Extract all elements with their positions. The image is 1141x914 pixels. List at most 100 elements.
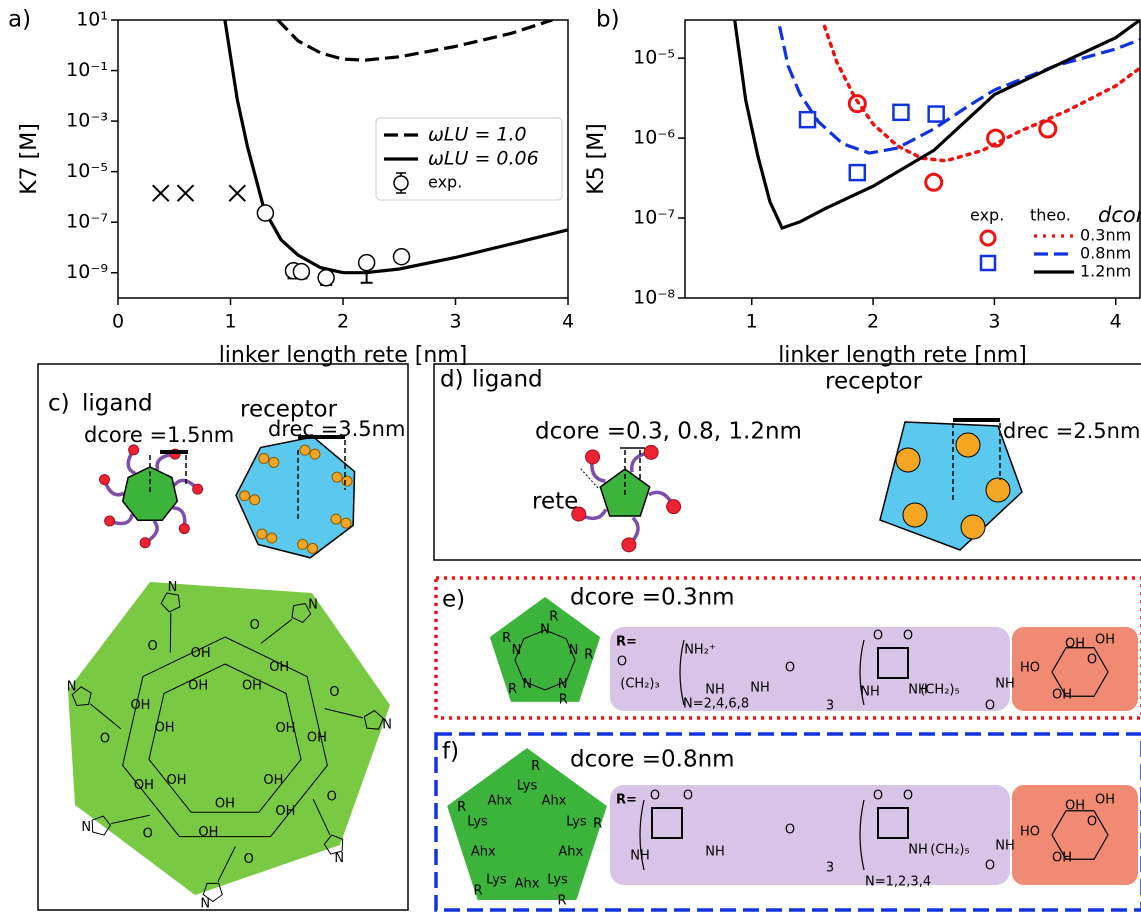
ligand-dot bbox=[193, 484, 203, 494]
atom-label: N bbox=[558, 677, 568, 692]
atom-label: O bbox=[617, 655, 627, 670]
atom-label: N bbox=[334, 851, 344, 866]
atom-label: O bbox=[1087, 815, 1097, 830]
atom-label: Ahx bbox=[488, 793, 513, 808]
atom-label: OH bbox=[198, 825, 218, 840]
legend-label: 1.2nm bbox=[1080, 262, 1131, 281]
n-label: N=1,2,3,4 bbox=[865, 875, 931, 890]
atom-label: OH bbox=[307, 731, 327, 746]
line bbox=[735, 20, 1140, 228]
marker bbox=[257, 205, 273, 221]
marker bbox=[229, 185, 245, 201]
receptor-site bbox=[298, 539, 308, 549]
atom-label: Lys bbox=[486, 873, 507, 888]
n-label: N=2,4,6,8 bbox=[683, 697, 749, 712]
ligand-dot bbox=[644, 445, 658, 459]
atom-label: Lys bbox=[517, 779, 538, 794]
atom-label: O bbox=[873, 789, 883, 804]
legend-label: 0.8nm bbox=[1080, 244, 1131, 263]
atom-label: NH bbox=[750, 681, 770, 696]
ligand-dot bbox=[179, 524, 189, 534]
receptor-site bbox=[240, 491, 250, 501]
atom-label: Lys bbox=[467, 814, 488, 829]
dcore-label: dcore =0.8nm bbox=[570, 747, 735, 773]
atom-label: N bbox=[67, 679, 77, 694]
legend-label: 0.3nm bbox=[1080, 226, 1131, 245]
atom-label: N bbox=[308, 597, 318, 612]
marker bbox=[929, 107, 944, 122]
r-label: R= bbox=[616, 635, 637, 650]
y-axis-label: K7 [M] bbox=[17, 123, 42, 195]
line bbox=[825, 26, 1141, 161]
y-tick-label: 10⁻⁷ bbox=[633, 207, 675, 229]
receptor-site bbox=[267, 533, 277, 543]
ligand-dot bbox=[572, 507, 586, 521]
atom-label: NH bbox=[705, 683, 725, 698]
receptor-site bbox=[331, 514, 341, 524]
atom-label: HO bbox=[1020, 661, 1040, 676]
x-tick-label: 4 bbox=[1110, 311, 1122, 333]
atom-label: Ahx bbox=[471, 845, 496, 860]
marker bbox=[153, 185, 169, 201]
x-tick-label: 1 bbox=[224, 311, 236, 333]
atom-label: OH bbox=[191, 646, 211, 661]
atom-label: 3 bbox=[826, 699, 834, 714]
receptor-site bbox=[896, 448, 920, 472]
panel-frame bbox=[434, 364, 1141, 560]
atom-label: O bbox=[903, 629, 913, 644]
atom-label: OH bbox=[275, 804, 295, 819]
atom-label: NH bbox=[630, 849, 650, 864]
atom-label: OH bbox=[134, 778, 154, 793]
legend-label: ωLU = 0.06 bbox=[428, 148, 539, 170]
legend-swatch bbox=[394, 176, 408, 190]
panel-label: c) bbox=[48, 391, 70, 417]
atom-label: OH bbox=[269, 660, 289, 675]
atom-label: (CH₂)₃ bbox=[620, 677, 659, 692]
atom-label: O bbox=[1087, 653, 1097, 668]
panel-label: f) bbox=[442, 739, 459, 765]
atom-label: OH bbox=[1052, 688, 1072, 703]
atom-label: Ahx bbox=[515, 877, 540, 892]
receptor-site bbox=[342, 476, 352, 486]
dcore-label: dcore =0.3, 0.8, 1.2nm bbox=[535, 419, 802, 445]
y-tick-label: 10⁻¹ bbox=[66, 59, 108, 81]
panel-label: a) bbox=[8, 7, 31, 33]
atom-label: R bbox=[457, 800, 466, 815]
y-tick-label: 10⁻⁵ bbox=[633, 47, 675, 69]
panel-label: b) bbox=[596, 7, 620, 33]
drec-label: drec =2.5nm bbox=[1003, 419, 1140, 443]
figure: c) ligand receptor dcore =1.5nm drec =3.… bbox=[0, 0, 1141, 914]
marker bbox=[1040, 121, 1056, 137]
rete-label: rete bbox=[532, 489, 578, 515]
receptor-site bbox=[986, 478, 1010, 502]
x-tick-label: 0 bbox=[112, 311, 124, 333]
x-tick-label: 3 bbox=[449, 311, 461, 333]
atom-label: R bbox=[531, 759, 540, 774]
spacer-region bbox=[610, 785, 1010, 885]
ligand-dot bbox=[129, 445, 139, 455]
marker bbox=[318, 270, 334, 286]
atom-label: OH bbox=[275, 721, 295, 736]
atom-label: R bbox=[584, 647, 593, 662]
atom-label: O bbox=[143, 826, 153, 841]
atom-label: OH bbox=[215, 796, 235, 811]
receptor-site bbox=[961, 515, 985, 539]
atom-label: N bbox=[81, 820, 91, 835]
atom-label: O bbox=[147, 639, 157, 654]
atom-label: R bbox=[502, 631, 511, 646]
dcore-label: dcore =1.5nm bbox=[84, 423, 234, 447]
cyclodextrin-backdrop bbox=[68, 582, 390, 895]
atom-label: N bbox=[569, 643, 579, 658]
atom-label: OH bbox=[242, 679, 262, 694]
y-tick-label: 10⁻⁹ bbox=[66, 261, 108, 283]
atom-label: N bbox=[382, 718, 392, 733]
ligand-dot bbox=[586, 450, 600, 464]
ligand-dot bbox=[105, 516, 115, 526]
atom-label: Lys bbox=[547, 873, 568, 888]
legend-header: exp. bbox=[970, 206, 1004, 225]
receptor-site bbox=[956, 433, 980, 457]
atom-label: OH bbox=[1065, 637, 1085, 652]
x-tick-label: 2 bbox=[867, 311, 879, 333]
y-tick-label: 10⁻⁶ bbox=[633, 127, 675, 149]
marker bbox=[926, 174, 942, 190]
